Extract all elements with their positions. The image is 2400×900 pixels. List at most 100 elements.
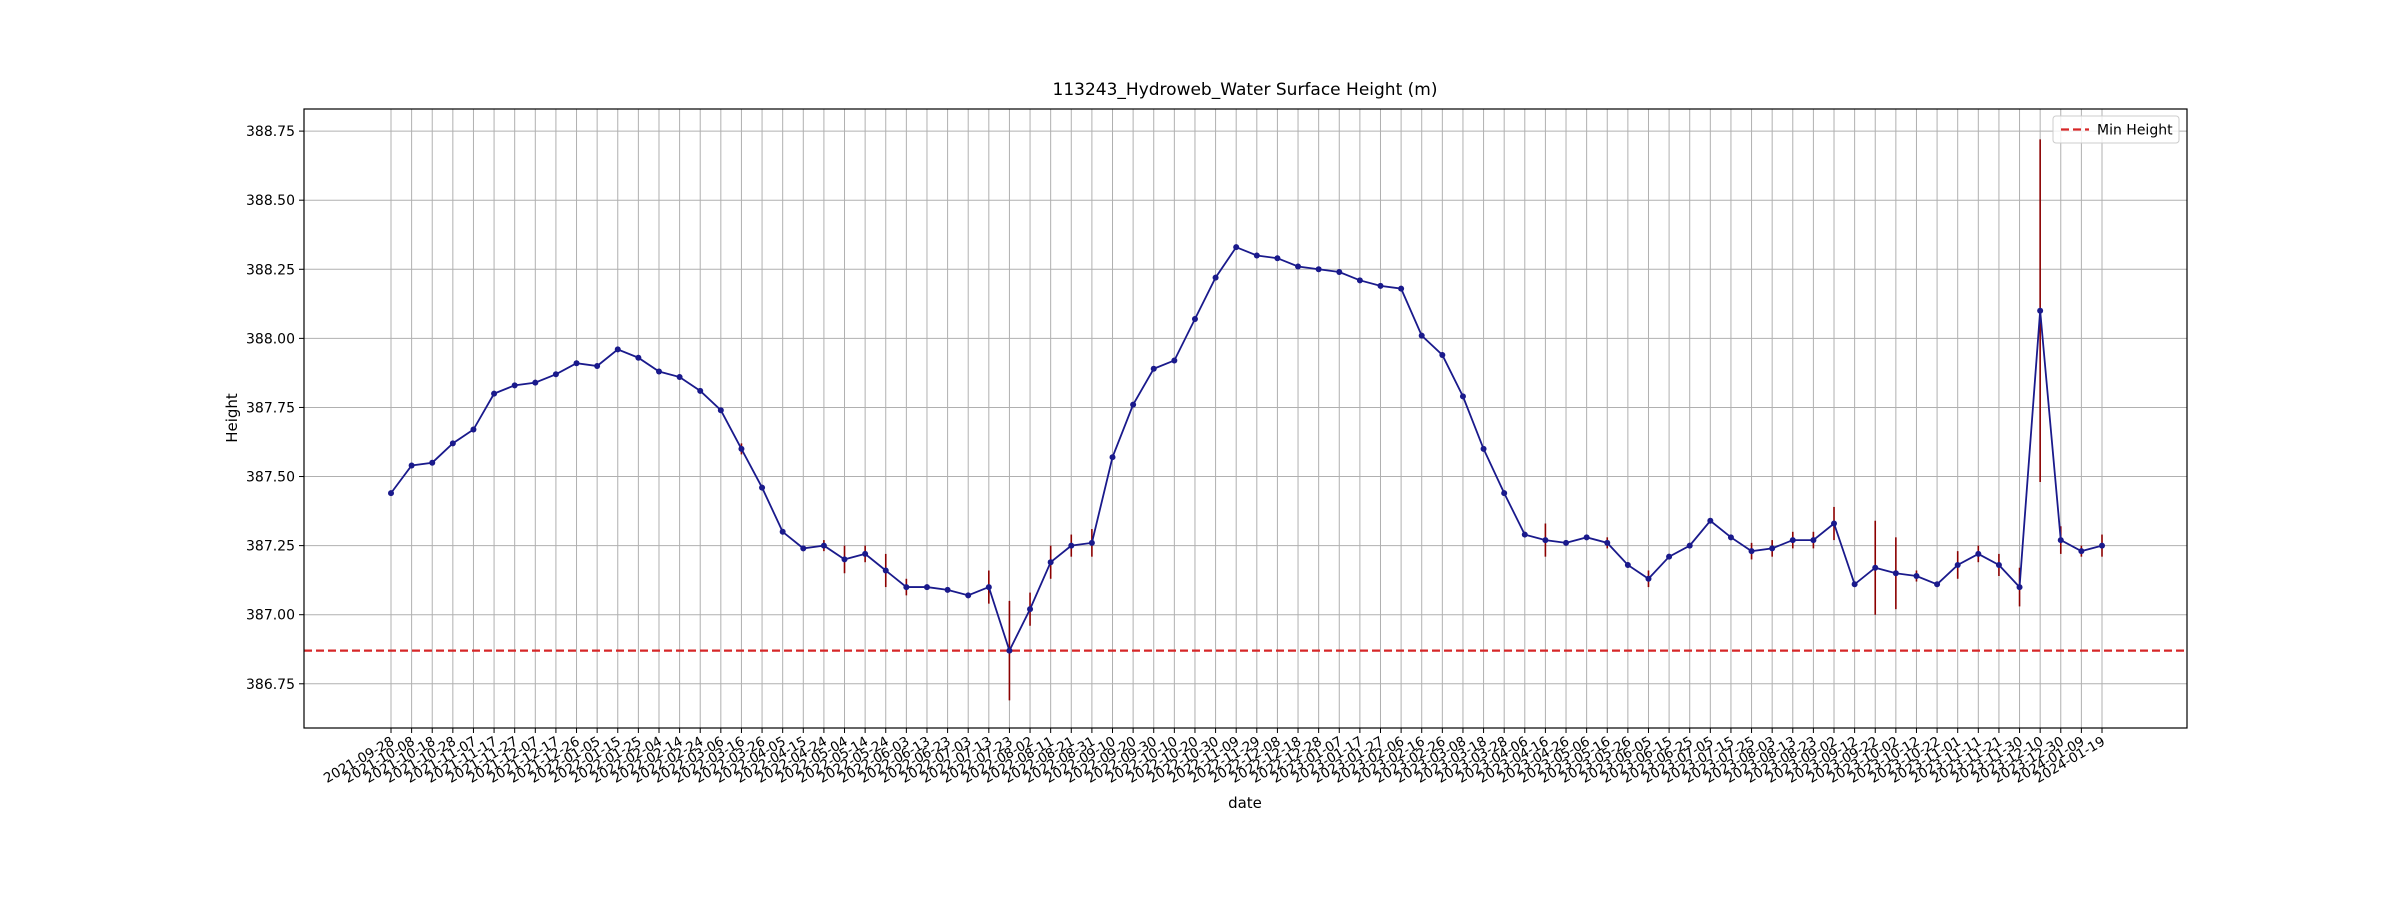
y-tick-label: 388.75 [246, 124, 295, 140]
marker [1789, 537, 1796, 544]
marker [1934, 581, 1941, 588]
marker [2057, 537, 2064, 544]
marker [1253, 252, 1260, 259]
marker [1542, 537, 1549, 544]
marker [1501, 490, 1508, 497]
marker [903, 584, 910, 591]
y-axis-label: Height [223, 393, 241, 443]
marker [1006, 647, 1013, 654]
marker [511, 382, 518, 389]
marker [1645, 575, 1652, 582]
marker [1831, 520, 1838, 527]
marker [1563, 539, 1570, 546]
marker [1088, 539, 1095, 546]
plot-frame [303, 108, 2188, 729]
marker [1356, 277, 1363, 284]
marker [1604, 539, 1611, 546]
marker [759, 484, 766, 491]
marker [1583, 534, 1590, 541]
marker [1150, 365, 1157, 372]
marker [2016, 584, 2023, 591]
marker [552, 371, 559, 378]
marker [1274, 255, 1281, 262]
marker [923, 584, 930, 591]
marker [635, 354, 642, 361]
y-tick-label: 387.00 [246, 608, 295, 624]
marker [2037, 307, 2044, 314]
y-tick-label: 388.25 [246, 262, 295, 278]
marker [1707, 517, 1714, 524]
marker [1459, 393, 1466, 400]
marker [1851, 581, 1858, 588]
marker [800, 545, 807, 552]
marker [1233, 244, 1240, 251]
marker [1418, 332, 1425, 339]
marker [1975, 550, 1982, 557]
marker [1480, 445, 1487, 452]
marker [697, 387, 704, 394]
marker [1295, 263, 1302, 270]
marker [408, 462, 415, 469]
y-tick-label: 388.00 [246, 331, 295, 347]
marker [965, 592, 972, 599]
marker [1954, 561, 1961, 568]
marker [388, 490, 394, 497]
marker [820, 542, 827, 549]
marker [573, 360, 580, 367]
marker [491, 390, 498, 397]
marker [1212, 274, 1219, 281]
marker [2099, 542, 2105, 549]
marker [717, 407, 724, 414]
x-axis-label: date [1228, 794, 1262, 812]
marker [594, 362, 601, 369]
marker [614, 346, 621, 353]
y-tick-label: 387.50 [246, 470, 295, 486]
marker [1336, 269, 1343, 276]
marker [1109, 454, 1116, 461]
marker [1377, 282, 1384, 289]
marker [1315, 266, 1322, 273]
legend-box [2052, 115, 2180, 144]
y-tick-label: 388.50 [246, 193, 295, 209]
marker [470, 426, 477, 433]
y-tick-label: 387.75 [246, 400, 295, 416]
marker [1995, 561, 2002, 568]
marker [1892, 570, 1899, 577]
marker [1686, 542, 1693, 549]
marker [532, 379, 539, 386]
marker [449, 440, 456, 447]
marker [676, 374, 683, 381]
marker [1130, 401, 1137, 408]
marker [944, 586, 951, 593]
marker [1727, 534, 1734, 541]
marker [2078, 548, 2085, 555]
marker [1748, 548, 1755, 555]
marker [1171, 357, 1178, 364]
chart-title: 113243_Hydroweb_Water Surface Height (m) [1053, 80, 1438, 100]
marker [1810, 537, 1817, 544]
marker [985, 584, 992, 591]
legend-label: Min Height [2097, 123, 2173, 139]
y-tick-label: 386.75 [246, 677, 295, 693]
marker [655, 368, 662, 375]
marker [738, 445, 745, 452]
marker [429, 459, 436, 466]
marker [1439, 351, 1446, 358]
series-line [390, 246, 2103, 653]
y-tick-label: 387.25 [246, 539, 295, 555]
marker [862, 550, 869, 557]
marker [1068, 542, 1075, 549]
marker [1913, 573, 1920, 580]
marker [1027, 606, 1034, 613]
marker [1872, 564, 1879, 571]
marker [1191, 316, 1198, 323]
marker [882, 567, 889, 574]
marker [841, 556, 848, 563]
marker [779, 528, 786, 535]
marker [1769, 545, 1776, 552]
marker [1398, 285, 1405, 292]
marker [1521, 531, 1528, 538]
marker [1666, 553, 1673, 560]
marker [1624, 561, 1631, 568]
